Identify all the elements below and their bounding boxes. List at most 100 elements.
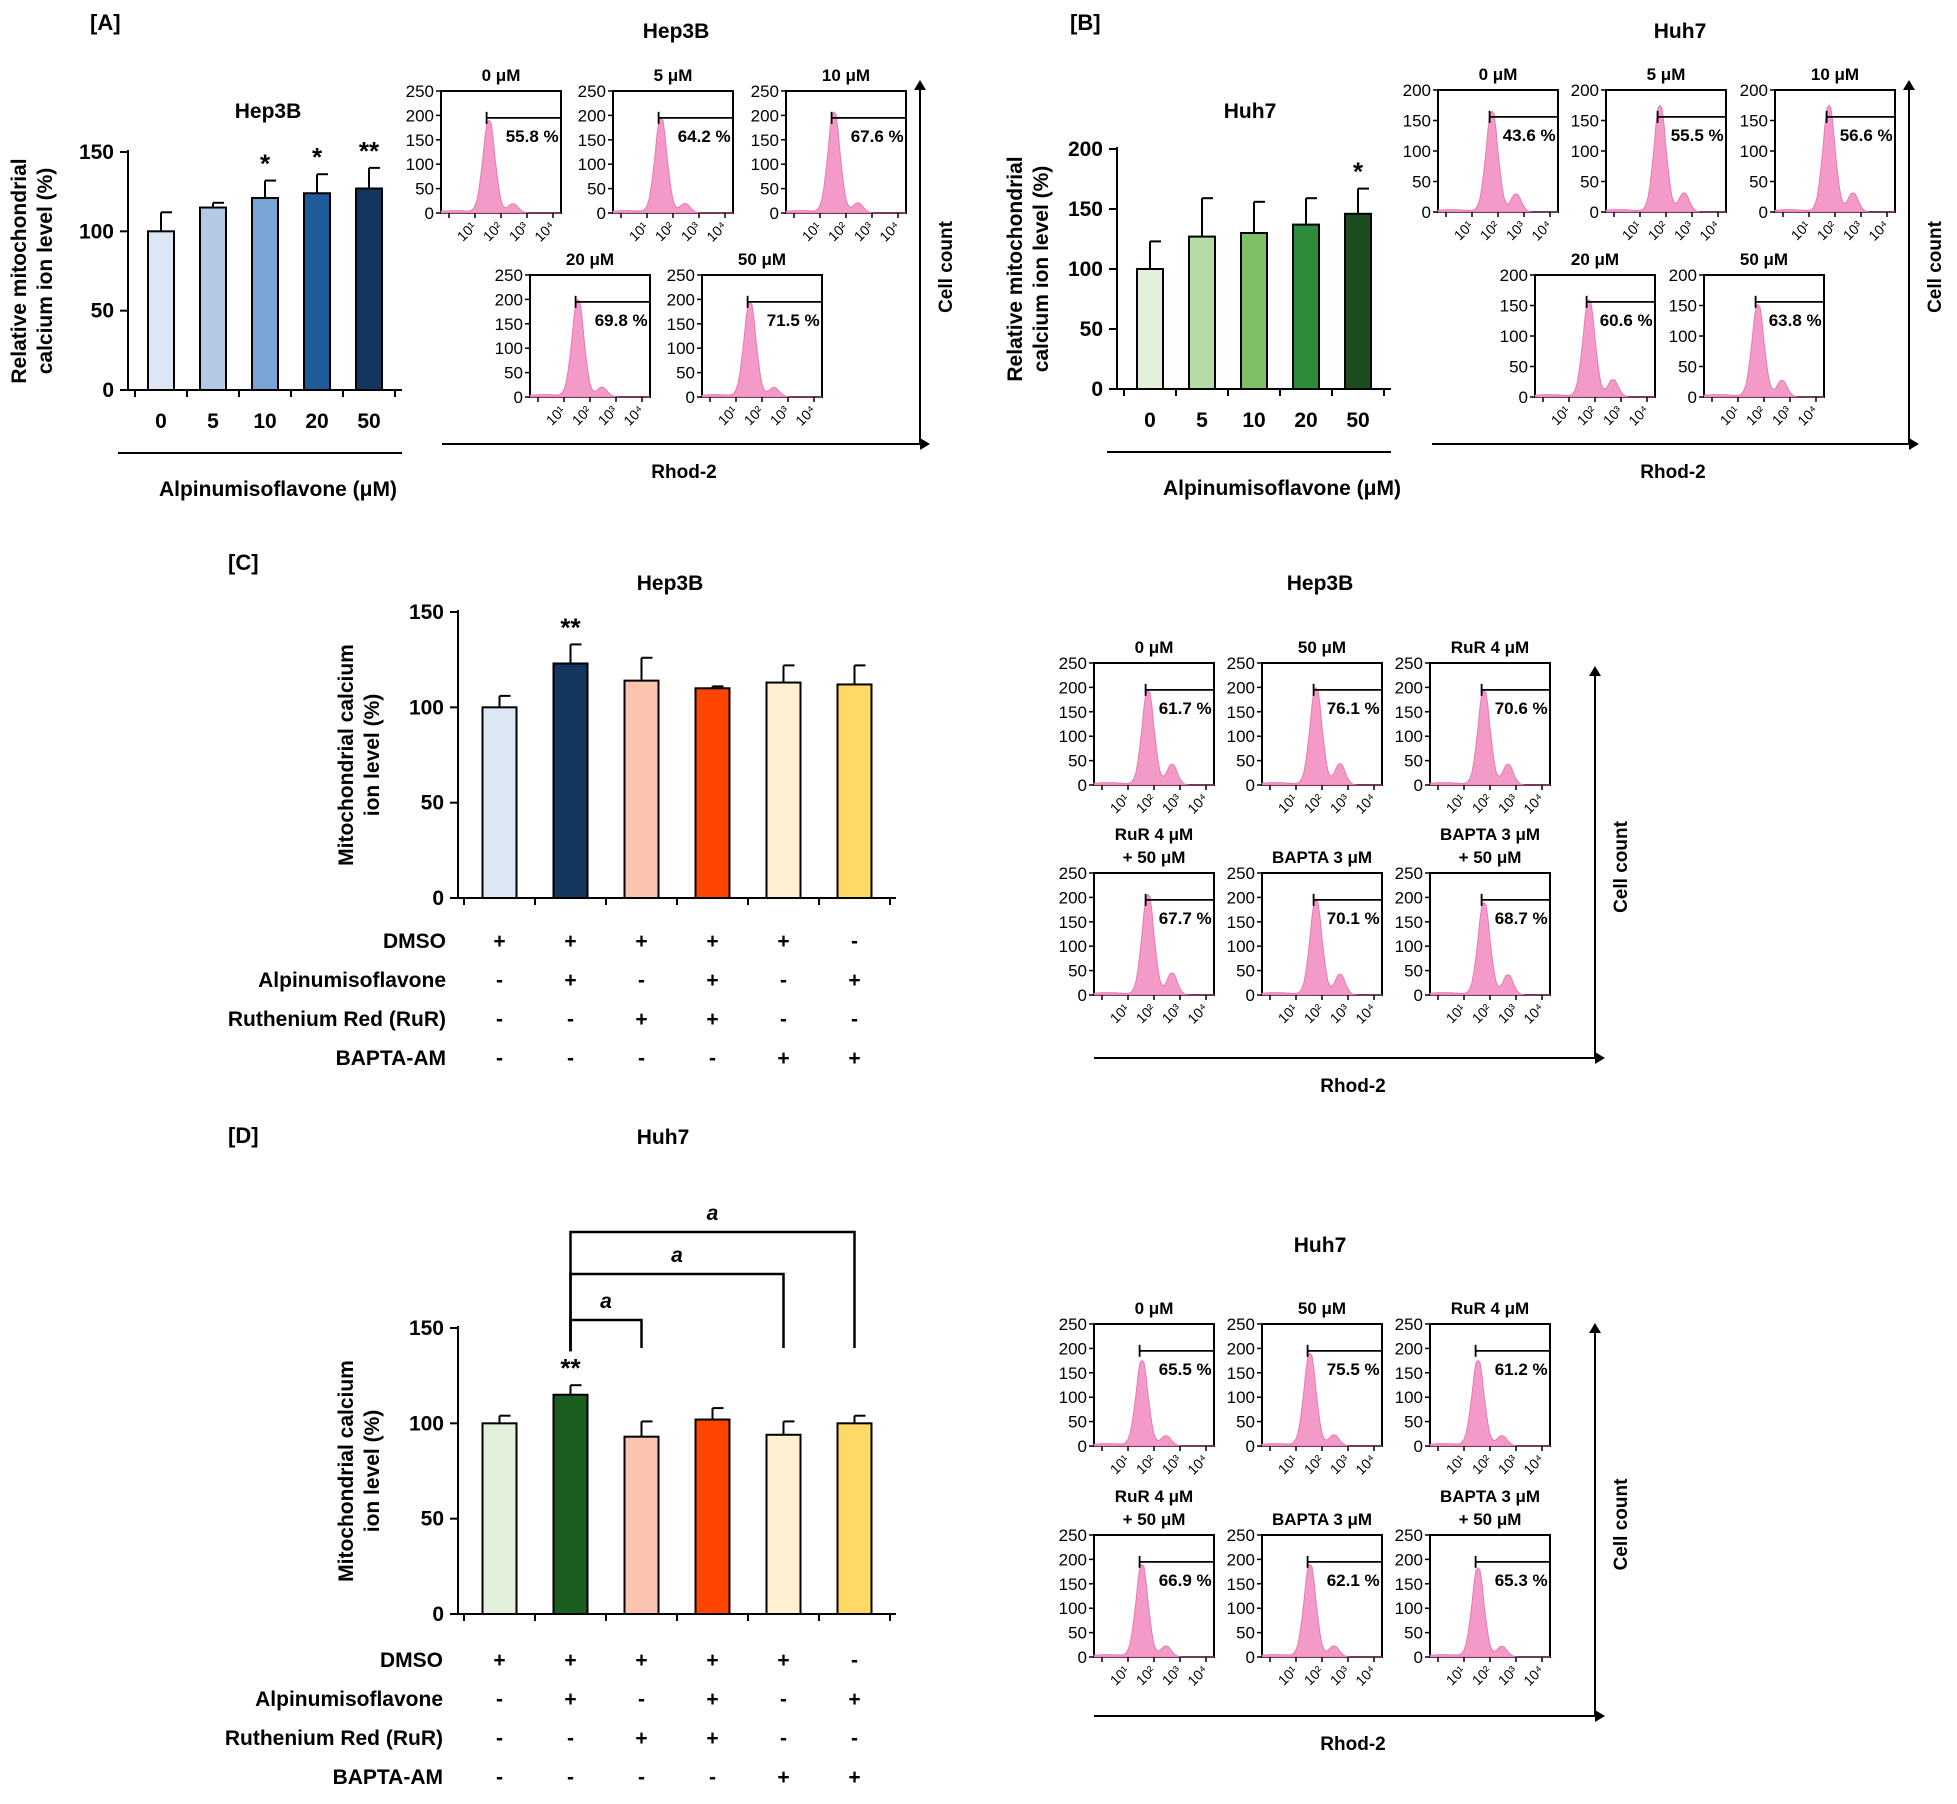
C_flow-histogram-y-tick-label: 100 <box>1227 727 1255 746</box>
D_flow-title: Huh7 <box>1294 1234 1347 1257</box>
A_bar-y-label: Relative mitochondrial <box>8 158 31 383</box>
B_bar-y-tick-label: 50 <box>1080 318 1103 341</box>
D_flow-histogram-percent: 62.1 % <box>1327 1571 1380 1590</box>
A_flow-histogram-y-tick-label: 100 <box>406 155 434 174</box>
B_bar-y-tick-label: 200 <box>1068 138 1103 161</box>
D_flow-histogram-y-tick-label: 0 <box>1078 1648 1087 1667</box>
C_flow-histogram-percent: 67.7 % <box>1159 909 1212 928</box>
B_flow-histogram-percent: 60.6 % <box>1600 311 1653 330</box>
C_flow-histogram-x-tick-label: 10¹ <box>1275 790 1301 816</box>
B_flow-x-label: Rhod-2 <box>1640 462 1705 483</box>
D_bar-bar <box>765 1433 802 1615</box>
A_flow-histogram-frame <box>701 274 823 398</box>
D_flow-histogram-y-tick-label: 200 <box>1059 1550 1087 1569</box>
C_bar-treatment-sign: + <box>635 1008 647 1031</box>
D_bar-treatment-label: BAPTA-AM <box>333 1766 443 1789</box>
C_flow-histogram-x-tick-label: 10² <box>1301 790 1327 816</box>
B_flow-histogram-x-tick-label: 10⁴ <box>1696 217 1723 244</box>
B_flow-histogram-y-tick-label: 150 <box>1403 112 1431 131</box>
B_flow-histogram-y-tick-label: 0 <box>1759 203 1768 222</box>
D_bar-treatment-label: DMSO <box>380 1649 443 1672</box>
C_flow-histogram-percent: 70.1 % <box>1327 909 1380 928</box>
C_bar-treatment-sign: - <box>780 1008 787 1031</box>
A_flow-histogram-x-tick-label: 10¹ <box>543 402 569 428</box>
B_flow-histogram-y-tick-label: 50 <box>1580 173 1599 192</box>
D_bar-treatment-sign: - <box>567 1727 574 1750</box>
A_bar-significance: ** <box>359 136 380 166</box>
A_flow-histogram-x-tick-label: 10¹ <box>626 218 652 244</box>
B_flow-rhod2-arrowhead <box>1909 438 1919 450</box>
C_flow-histogram-y-tick-label: 0 <box>1246 776 1255 795</box>
C_flow-histogram-y-tick-label: 200 <box>1227 678 1255 697</box>
C_bar-treatment-label: DMSO <box>383 930 446 953</box>
D_flow-histogram-y-tick-label: 150 <box>1227 1364 1255 1383</box>
A_flow-histogram-y-tick-label: 50 <box>415 180 434 199</box>
A_bar-significance: * <box>260 149 271 179</box>
A_flow-histogram-x-tick-label: 10⁴ <box>620 402 647 429</box>
B_flow-histogram-x-tick-label: 10² <box>1574 402 1600 428</box>
A_flow-histogram-y-tick-label: 150 <box>578 131 606 150</box>
A_flow-histogram-y-tick-label: 100 <box>578 155 606 174</box>
A_flow-histogram-percent: 55.8 % <box>506 127 559 146</box>
D_flow-histogram-frame <box>1429 1534 1551 1658</box>
C_flow-histogram-y-tick-label: 0 <box>1246 986 1255 1005</box>
C_flow-histogram-x-tick-label: 10³ <box>1327 790 1353 816</box>
A_flow-histogram-x-tick-label: 10⁴ <box>876 218 903 245</box>
D_bar-title: Huh7 <box>637 1126 690 1149</box>
C_bar-treatment-sign: + <box>706 930 718 953</box>
C_flow-histogram-x-tick-label: 10⁴ <box>1520 1000 1547 1027</box>
C_flow-histogram-y-tick-label: 100 <box>1227 937 1255 956</box>
C_flow-histogram-label: 0 μM <box>1135 638 1174 657</box>
D_flow-histogram-x-tick-label: 10² <box>1469 1662 1495 1688</box>
A_flow-histogram-y-tick-label: 50 <box>504 364 523 383</box>
C_flow-histogram-y-tick-label: 150 <box>1395 703 1423 722</box>
B_flow-histogram-y-tick-label: 150 <box>1571 112 1599 131</box>
D_flow-histogram-x-tick-label: 10¹ <box>1275 1451 1301 1477</box>
D_flow-histogram-y-tick-label: 200 <box>1395 1550 1423 1569</box>
D_flow-histogram-x-tick-label: 10⁴ <box>1352 1662 1379 1689</box>
D_bar-y-tick-label: 50 <box>421 1508 444 1531</box>
D_flow-histogram-y-tick-label: 150 <box>1059 1364 1087 1383</box>
D_flow-histogram-x-tick-label: 10³ <box>1327 1662 1353 1688</box>
A_flow-histogram-y-tick-label: 0 <box>514 388 523 407</box>
C_flow-histogram-y-tick-label: 250 <box>1395 864 1423 883</box>
B_flow-histogram-y-tick-label: 50 <box>1749 173 1768 192</box>
D_flow-histogram-y-tick-label: 100 <box>1059 1388 1087 1407</box>
B_flow-histogram-label: 5 μM <box>1647 65 1686 84</box>
B_flow-histogram-y-tick-label: 200 <box>1403 81 1431 100</box>
B_bar-x-tick-label: 50 <box>1346 409 1369 432</box>
B_flow-histogram-x-tick-label: 10² <box>1743 402 1769 428</box>
B_flow-histogram-percent: 56.6 % <box>1840 126 1893 145</box>
B_flow-histogram-x-tick-label: 10⁴ <box>1794 402 1821 429</box>
C_bar-treatment-sign: + <box>635 930 647 953</box>
C_flow-histogram-y-tick-label: 100 <box>1395 937 1423 956</box>
D_flow-histogram-y-tick-label: 150 <box>1395 1364 1423 1383</box>
A_flow-histogram-percent: 71.5 % <box>767 311 820 330</box>
B_flow-histogram-y-tick-label: 0 <box>1688 388 1697 407</box>
D_flow-histogram-frame <box>1261 1534 1383 1658</box>
C_flow-histogram-x-tick-label: 10² <box>1469 1000 1495 1026</box>
A_flow-count-arrowhead <box>914 80 926 90</box>
D_flow-histogram-curve <box>1093 1563 1214 1658</box>
C_bar-treatment-label: Ruthenium Red (RuR) <box>228 1008 446 1031</box>
D_bar-comparison-label: a <box>707 1202 719 1225</box>
A_flow-histogram-curve <box>701 301 822 398</box>
B_flow-histogram-curve <box>1774 104 1895 213</box>
A_flow-histogram-frame <box>785 90 907 214</box>
C_flow-histogram-x-tick-label: 10¹ <box>1443 790 1469 816</box>
D_flow-histogram-percent: 61.2 % <box>1495 1360 1548 1379</box>
B_flow-histogram-y-tick-label: 150 <box>1669 297 1697 316</box>
D_flow-histogram-label: BAPTA 3 μM <box>1272 1510 1372 1529</box>
C_flow-histogram-y-tick-label: 150 <box>1227 703 1255 722</box>
C_flow-histogram-curve <box>1261 686 1382 786</box>
D_flow-histogram-curve <box>1429 1567 1550 1658</box>
B_flow-histogram-x-tick-label: 10¹ <box>1717 402 1743 428</box>
C_flow-histogram-x-tick-label: 10⁴ <box>1184 790 1211 817</box>
D_bar-treatment-sign: - <box>638 1688 645 1711</box>
C_flow-histogram-y-tick-label: 0 <box>1078 986 1087 1005</box>
C_flow-histogram-x-tick-label: 10² <box>1133 790 1159 816</box>
C_flow-histogram-y-tick-label: 250 <box>1227 864 1255 883</box>
A_flow-histogram-y-tick-label: 200 <box>406 106 434 125</box>
C_flow-histogram-label: BAPTA 3 μM <box>1272 848 1372 867</box>
C_flow-histogram-y-tick-label: 200 <box>1395 888 1423 907</box>
